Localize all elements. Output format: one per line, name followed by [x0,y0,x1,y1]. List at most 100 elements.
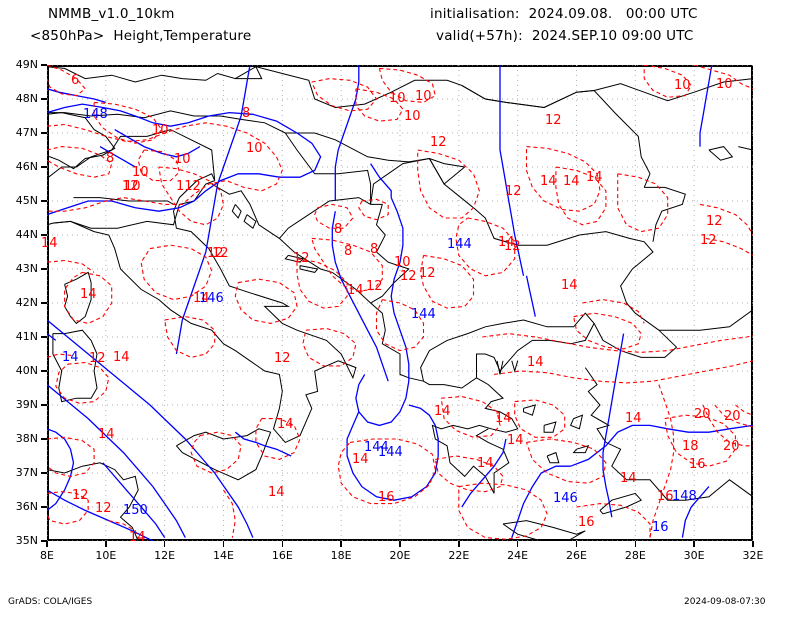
y-axis-tick [41,336,47,338]
y-axis-tick [41,404,47,406]
temperature-contour-path [55,361,110,404]
x-axis-tick [281,541,284,547]
coastline-path [47,110,465,168]
temperature-contour-path [296,258,348,309]
coastline-path [708,146,734,161]
temperature-contour-path [582,299,645,324]
temperature-contour-path [158,166,225,226]
x-axis-tick [516,541,519,547]
height-contour-path [47,438,75,511]
temperature-contour-label: 14 [347,283,364,298]
x-axis-tick [163,541,166,547]
x-axis-tick [693,541,695,547]
temperature-contour-path [311,237,383,292]
temperature-contour-label: 14 [80,287,97,302]
height-contour-path [570,424,753,467]
coastline-path [496,360,504,375]
contour-map-canvas [47,65,753,541]
temperature-contour-path [190,431,242,474]
temperature-contour-path [482,333,753,353]
temperature-contour-path [47,436,95,477]
y-axis-tick [41,438,47,440]
model-name-label: NMMB_v1.0_10km [48,6,175,22]
y-axis-label: 42N [15,296,38,309]
height-contour-path [525,275,536,317]
temperature-contour-label: 14 [620,471,637,486]
x-axis-label: 18E [330,549,352,562]
y-axis-label: 48N [15,92,38,105]
y-axis-label: 35N [15,534,38,547]
coastline-path [47,462,139,541]
temperature-contour-label: 12 [430,135,447,150]
temperature-contour-path [694,65,753,90]
temperature-contour-path [699,203,753,236]
temperature-contour-path [47,353,74,358]
coastline-path [47,66,753,109]
temperature-contour-label: 12 [700,233,717,248]
temperature-contour-label: 14 [98,427,115,442]
temperature-contour-label: 8 [370,242,379,257]
coastline-path [511,360,519,373]
temperature-contour-label: 10 [174,152,191,167]
temperature-contour-path [164,316,216,358]
temperature-contour-label: 20 [694,407,711,422]
temperature-contour-path [47,146,113,178]
initialisation-time-label: initialisation: 2024.09.08. 00:00 UTC [430,6,698,22]
y-axis-tick [41,268,47,270]
x-axis-label: 22E [448,549,470,562]
y-axis-label: 40N [15,364,38,377]
temperature-contour-path [705,237,753,256]
temperature-contour-label: 10 [246,141,263,156]
temperature-contour-label: 16 [378,490,395,505]
temperature-contour-label: 12 [419,266,436,281]
y-axis-tick [41,472,47,474]
temperature-contour-label: 20 [724,409,741,424]
height-contour-path [499,65,525,276]
temperature-contour-path [643,65,692,98]
temperature-contour-label: 14 [540,174,557,189]
coastline-path [47,112,116,170]
coastline-path [502,520,586,541]
temperature-contour-label: 8 [344,244,353,259]
x-axis-label: 10E [95,549,117,562]
x-axis-tick [575,541,578,547]
temperature-contour-label: 20 [723,439,740,454]
temperature-contour-label: 10 [124,179,141,194]
temperature-contour-label: 10 [415,89,432,104]
temperature-contour-label: 12 [545,113,562,128]
y-axis-tick [41,370,47,372]
temperature-contour-label: 14 [507,433,524,448]
temperature-contour-path [355,88,404,122]
coastline-path [593,323,678,358]
temperature-contour-label: 8 [242,106,251,121]
x-axis-tick [752,541,754,547]
temperature-contour-label: 12 [706,214,723,229]
x-axis-label: 26E [566,549,587,562]
coastline-path [52,329,98,403]
grads-credit-label: GrADS: COLA/IGES [8,597,93,607]
height-contour-label: 146 [553,491,578,506]
x-axis-label: 24E [507,549,529,562]
coastline-path [523,404,537,416]
temperature-contour-label: 8 [106,151,115,166]
height-contour-path [47,103,322,216]
y-axis-tick [41,64,47,66]
coastline-path [428,158,466,185]
temperature-contour-path [417,149,480,219]
height-contour-path [346,404,439,501]
x-axis-label: 14E [213,549,234,562]
height-contour-label: 148 [83,107,108,122]
temperature-contour-path [255,418,301,460]
temperature-contour-label: 10 [716,77,733,92]
coastline-path [546,451,560,464]
temperature-contour-path [302,327,357,367]
x-axis-tick [340,541,342,547]
height-contour-path [370,163,392,198]
height-contour-label: 144 [447,237,472,252]
temperature-contour-label: 12 [274,351,291,366]
coastline-path [658,309,753,331]
temperature-contour-path [47,122,283,212]
height-contour-path [114,129,201,158]
temperature-contour-label: 14 [113,350,130,365]
